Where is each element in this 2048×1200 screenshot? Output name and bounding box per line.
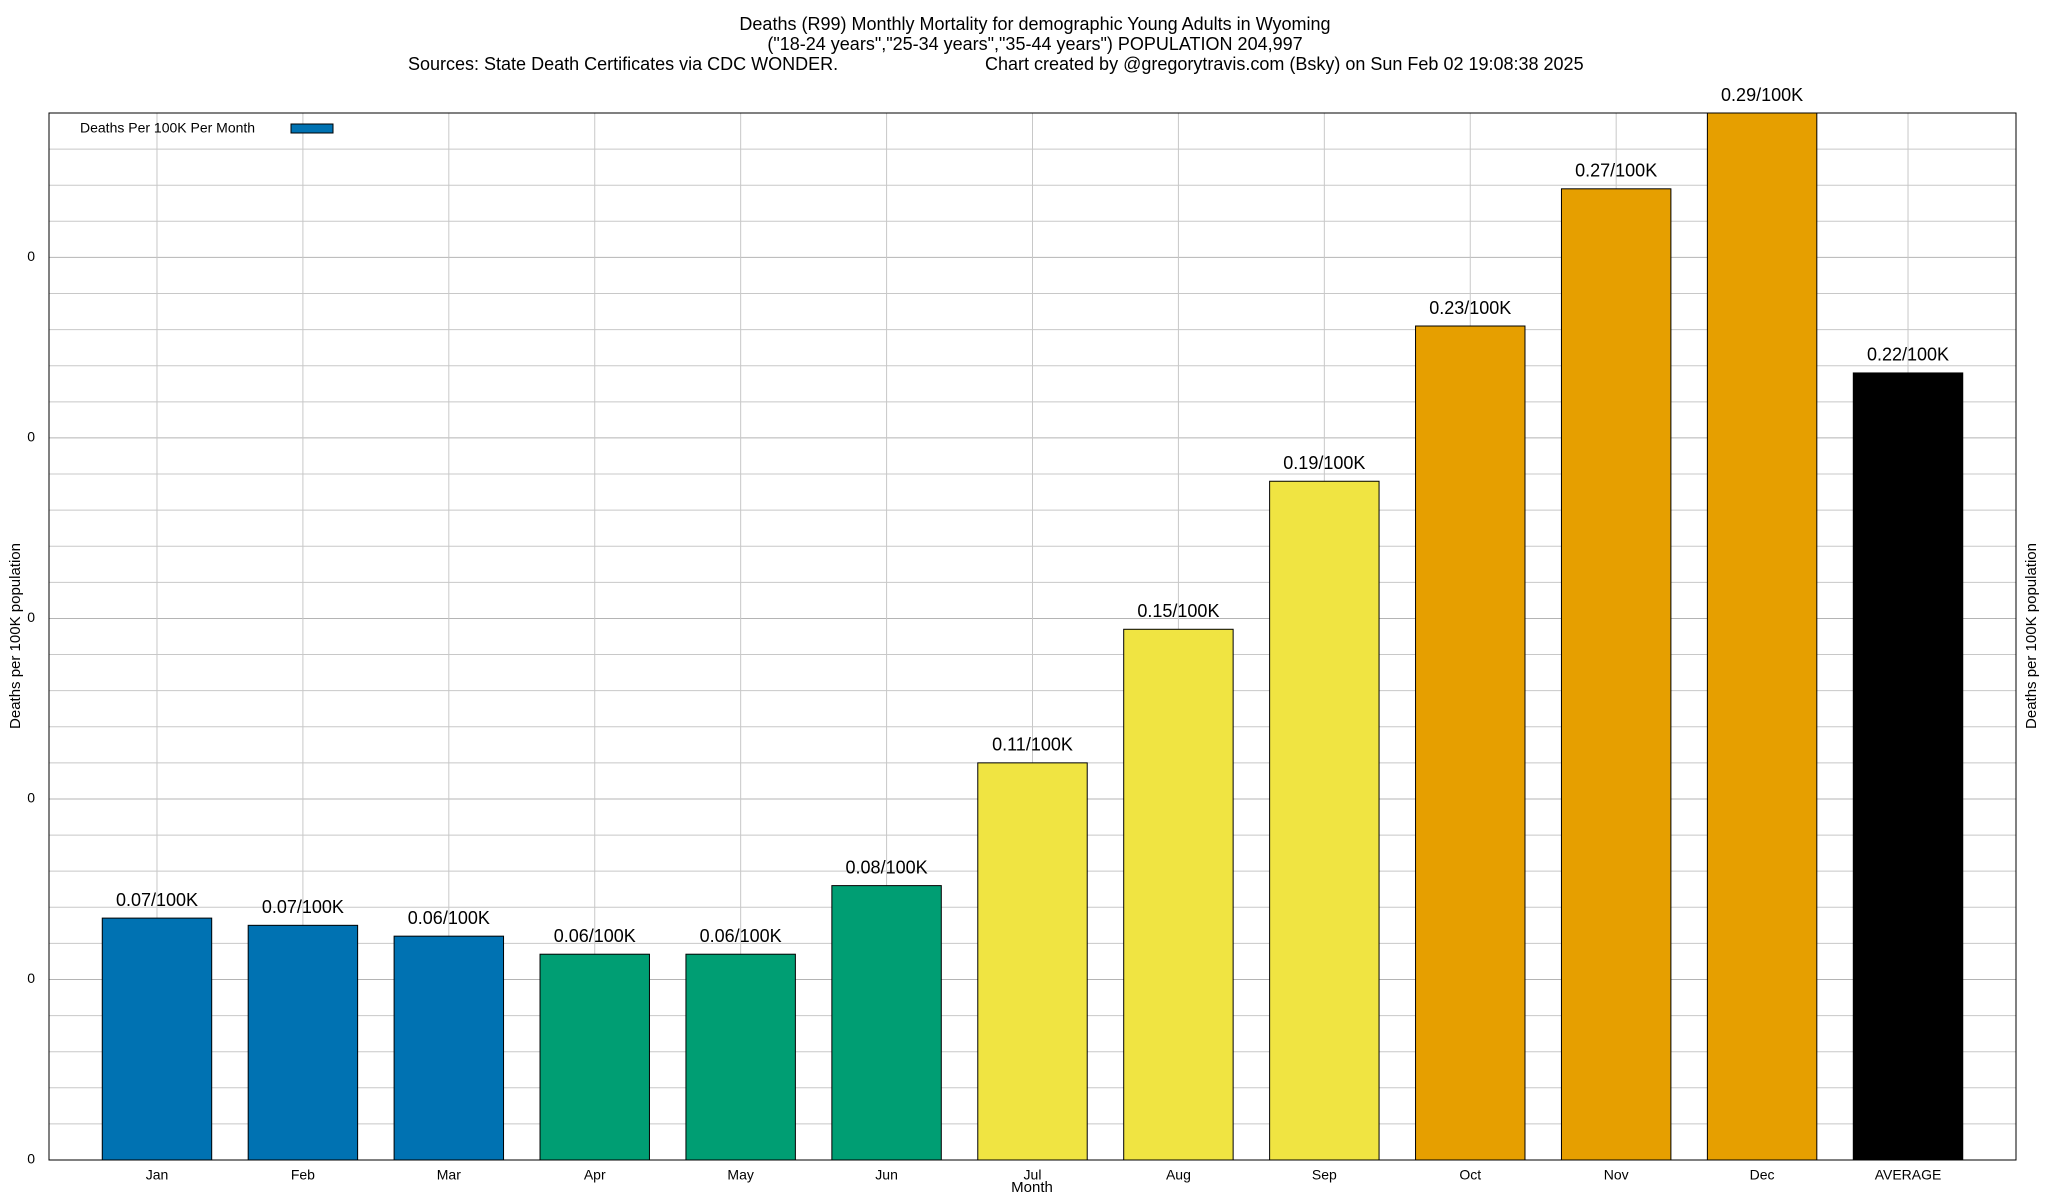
bar bbox=[393, 935, 505, 1161]
y-tick-label: 0 bbox=[27, 790, 35, 806]
x-tick-label: Jan bbox=[146, 1167, 169, 1183]
bar bbox=[685, 953, 796, 1161]
y-tick-label: 0 bbox=[27, 1151, 35, 1167]
y2-axis-label: Deaths per 100K population bbox=[2023, 543, 2040, 729]
y-tick-label: 0 bbox=[27, 248, 35, 264]
y-axis-label: Deaths per 100K population bbox=[7, 543, 24, 729]
y-tick-label: 0 bbox=[27, 429, 35, 445]
x-tick-label: AVERAGE bbox=[1875, 1167, 1942, 1183]
value-label: 0.07/100K bbox=[262, 897, 344, 917]
y-tick-label: 0 bbox=[27, 609, 35, 625]
bar bbox=[247, 924, 359, 1161]
plot-frame bbox=[48, 112, 2017, 1161]
x-tick-label: Jun bbox=[875, 1167, 898, 1183]
legend-label: Deaths Per 100K Per Month bbox=[80, 120, 255, 136]
bar bbox=[831, 885, 942, 1161]
value-label: 0.06/100K bbox=[554, 926, 636, 946]
bar bbox=[1123, 628, 1234, 1161]
value-label: 0.19/100K bbox=[1283, 453, 1365, 473]
value-label: 0.15/100K bbox=[1137, 601, 1219, 621]
chart-title: Deaths (R99) Monthly Mortality for demog… bbox=[739, 14, 1330, 34]
value-label: 0.23/100K bbox=[1429, 298, 1511, 318]
x-tick-label: Aug bbox=[1166, 1167, 1191, 1183]
x-tick-label: Feb bbox=[291, 1167, 315, 1183]
x-tick-label: Jul bbox=[1024, 1167, 1042, 1183]
value-label: 0.06/100K bbox=[700, 926, 782, 946]
credit: Chart created by @gregorytravis.com (Bsk… bbox=[985, 54, 1584, 74]
bar bbox=[101, 917, 213, 1161]
value-label: 0.29/100K bbox=[1721, 85, 1803, 105]
x-tick-label: May bbox=[727, 1167, 753, 1183]
value-label: 0.07/100K bbox=[116, 890, 198, 910]
x-axis-label: Month bbox=[1011, 1179, 1053, 1196]
bar bbox=[1560, 188, 1672, 1161]
x-tick-label: Nov bbox=[1604, 1167, 1629, 1183]
bar bbox=[1706, 112, 1818, 1161]
x-tick-label: Oct bbox=[1459, 1167, 1481, 1183]
bar bbox=[977, 762, 1088, 1161]
bar bbox=[1269, 480, 1380, 1161]
chart-subtitle: ("18-24 years","25-34 years","35-44 year… bbox=[767, 34, 1302, 54]
bar bbox=[1852, 372, 1964, 1161]
value-label: 0.06/100K bbox=[408, 908, 490, 928]
value-label: 0.22/100K bbox=[1867, 345, 1949, 365]
bar bbox=[539, 953, 650, 1161]
bar bbox=[1415, 325, 1526, 1161]
x-tick-label: Mar bbox=[437, 1167, 461, 1183]
value-label: 0.27/100K bbox=[1575, 161, 1657, 181]
x-tick-label: Apr bbox=[584, 1167, 606, 1183]
source: Sources: State Death Certificates via CD… bbox=[408, 54, 838, 74]
value-label: 0.08/100K bbox=[846, 857, 928, 877]
value-label: 0.11/100K bbox=[992, 735, 1073, 755]
x-tick-label: Dec bbox=[1750, 1167, 1775, 1183]
x-tick-label: Sep bbox=[1312, 1167, 1337, 1183]
legend-swatch bbox=[290, 123, 334, 134]
y-tick-label: 0 bbox=[27, 970, 35, 986]
